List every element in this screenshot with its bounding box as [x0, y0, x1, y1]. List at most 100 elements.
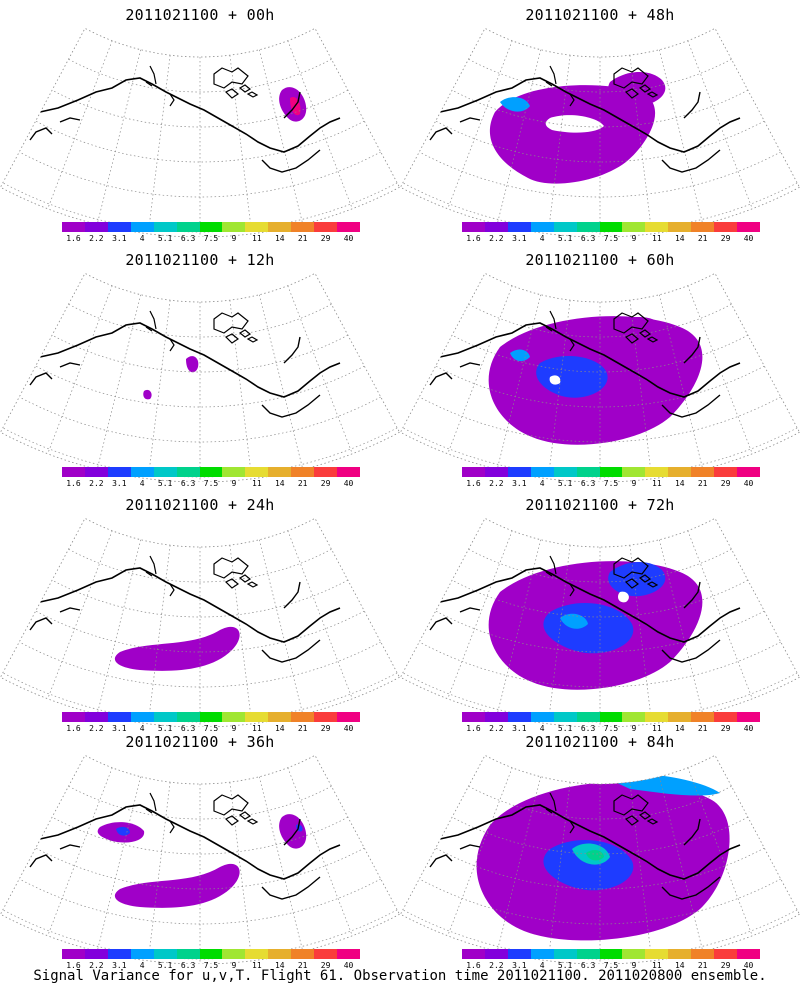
colorbar-tick-label: 5.1	[157, 724, 173, 733]
colorbar-tick-label: 9	[631, 724, 637, 733]
colorbar-tick-label: 2.2	[489, 724, 504, 733]
map-domain	[2, 767, 398, 964]
colorbar-tick-label: 5.1	[157, 961, 173, 970]
map-domain	[2, 40, 398, 237]
colorbar-tick-label: 6.3	[180, 234, 196, 243]
coastline	[19, 567, 341, 643]
colorbar-swatch	[737, 467, 760, 477]
colorbar-swatch	[222, 712, 246, 722]
colorbar	[62, 467, 360, 477]
colorbar-swatch	[176, 949, 200, 959]
colorbar-swatch	[553, 949, 577, 959]
variance-patch	[500, 97, 530, 112]
colorbar-tick-label: 4	[539, 961, 545, 970]
colorbar-tick-label: 14	[674, 479, 685, 488]
colorbar-tick-label: 1.6	[66, 724, 81, 733]
colorbar-tick-label: 9	[631, 479, 637, 488]
colorbar-swatch	[268, 949, 292, 959]
colorbar-swatch	[507, 467, 531, 477]
colorbar-swatch	[62, 222, 85, 232]
colorbar-swatch	[484, 467, 508, 477]
colorbar-swatch	[130, 222, 154, 232]
colorbar	[462, 712, 760, 722]
colorbar-swatch	[62, 712, 85, 722]
colorbar-swatch	[291, 467, 315, 477]
panel-title: 2011021100 + 00h	[125, 6, 275, 24]
colorbar-labels: 1.6 2.2 3.1 4 5.1 6.3 7.5 9 11 14 21 29 40	[62, 479, 360, 489]
colorbar-swatch	[84, 467, 108, 477]
colorbar-tick-label: 21	[297, 234, 308, 243]
colorbar-swatch	[622, 949, 646, 959]
colorbar-tick-label: 4	[139, 961, 145, 970]
colorbar-tick-label: 1.6	[466, 234, 481, 243]
colorbar-swatch	[645, 222, 669, 232]
colorbar-swatch	[714, 222, 738, 232]
colorbar-tick-label: 29	[320, 724, 331, 733]
colorbar-labels: 1.6 2.2 3.1 4 5.1 6.3 7.5 9 11 14 21 29 40	[462, 724, 760, 734]
colorbar-tick-label: 40	[343, 961, 354, 970]
colorbar-swatch	[153, 712, 177, 722]
map-plot	[0, 27, 400, 237]
colorbar-swatch	[337, 712, 360, 722]
colorbar-tick-label: 7.5	[203, 234, 219, 243]
colorbar-swatch	[222, 467, 246, 477]
map-plot	[0, 517, 400, 727]
colorbar-swatch	[530, 222, 554, 232]
colorbar-tick-label: 40	[343, 234, 354, 243]
colorbar-swatch	[153, 949, 177, 959]
colorbar-tick-label: 40	[743, 479, 754, 488]
colorbar-tick-label: 7.5	[603, 724, 619, 733]
colorbar-tick-label: 21	[697, 234, 708, 243]
colorbar-swatch	[107, 222, 131, 232]
colorbar-tick-label: 14	[274, 234, 285, 243]
colorbar-swatch	[737, 949, 760, 959]
coastline	[419, 322, 741, 398]
colorbar-swatch	[337, 949, 360, 959]
variance-gap	[545, 115, 604, 133]
colorbar	[62, 949, 360, 959]
colorbar-swatch	[130, 712, 154, 722]
colorbar-swatch	[507, 222, 531, 232]
colorbar-tick-label: 2.2	[489, 479, 504, 488]
variance-gap	[618, 591, 629, 603]
colorbar-tick-label: 7.5	[603, 479, 619, 488]
colorbar-tick-label: 3.1	[512, 234, 527, 243]
variance-patch	[489, 85, 656, 184]
variance-patch	[586, 850, 604, 861]
colorbar-tick-label: 2.2	[489, 234, 504, 243]
colorbar-tick-label: 7.5	[603, 961, 619, 970]
colorbar-tick-label: 5.1	[557, 479, 573, 488]
panel-72h: 2011021100 + 72h 1.6 2.2 3.1 4 5.1 6.3 7.5 9 11 1…	[400, 490, 800, 735]
colorbar-swatch	[622, 712, 646, 722]
colorbar-swatch	[268, 467, 292, 477]
colorbar-labels: 1.6 2.2 3.1 4 5.1 6.3 7.5 9 11 14 21 29 40	[62, 961, 360, 971]
colorbar	[462, 222, 760, 232]
colorbar-tick-label: 40	[743, 961, 754, 970]
colorbar-swatch	[107, 467, 131, 477]
colorbar-tick-label: 6.3	[180, 479, 196, 488]
colorbar-swatch	[691, 712, 715, 722]
variance-patch	[536, 356, 608, 398]
panel-title: 2011021100 + 84h	[525, 733, 675, 751]
colorbar-swatch	[199, 467, 223, 477]
colorbar-tick-label: 3.1	[512, 961, 527, 970]
colorbar-swatch	[691, 949, 715, 959]
colorbar-swatch	[645, 467, 669, 477]
map-plot	[400, 27, 800, 237]
colorbar-tick-label: 14	[674, 234, 685, 243]
colorbar-labels: 1.6 2.2 3.1 4 5.1 6.3 7.5 9 11 14 21 29 40	[462, 961, 760, 971]
colorbar-swatch	[622, 222, 646, 232]
colorbar-swatch	[245, 467, 269, 477]
colorbar-tick-label: 5.1	[157, 234, 173, 243]
map-plot	[0, 754, 400, 964]
colorbar-tick-label: 11	[252, 234, 262, 243]
colorbar-swatch	[599, 222, 623, 232]
variance-patch	[560, 613, 588, 629]
variance-patch	[543, 839, 634, 891]
colorbar-tick-label: 1.6	[466, 724, 481, 733]
colorbar-swatch	[737, 712, 760, 722]
colorbar-tick-label: 9	[631, 961, 637, 970]
colorbar-tick-label: 21	[297, 479, 308, 488]
colorbar-swatch	[62, 949, 85, 959]
colorbar-tick-label: 4	[139, 234, 145, 243]
